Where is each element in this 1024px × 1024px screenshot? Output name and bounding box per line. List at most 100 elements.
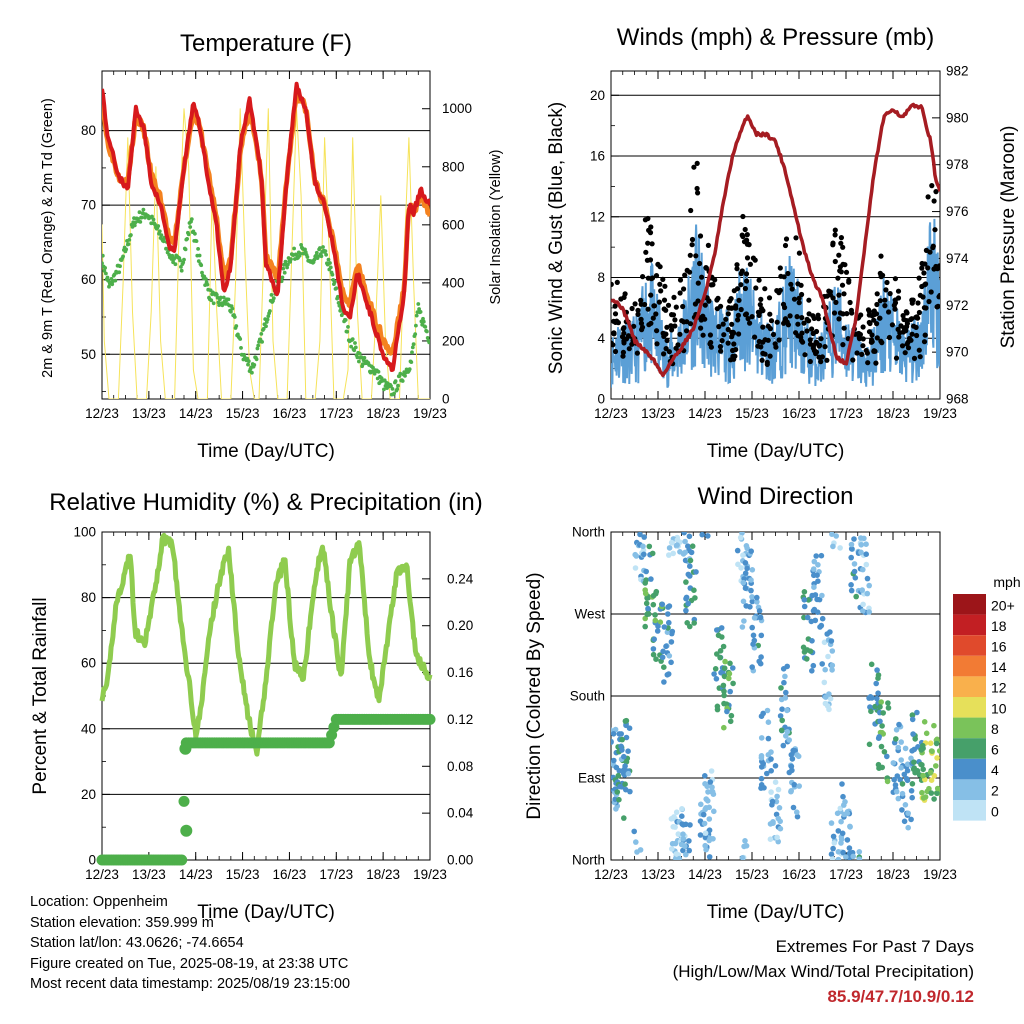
gust-point: [753, 285, 759, 291]
gust-point: [634, 350, 641, 356]
gust-point: [796, 250, 803, 256]
direction-point: [650, 651, 657, 658]
rh-ytick-label: 80: [81, 590, 96, 605]
direction-point: [720, 643, 727, 650]
gust-point: [727, 298, 733, 304]
wind-title: Winds (mph) & Pressure (mb): [617, 24, 934, 51]
gust-point: [650, 315, 656, 321]
direction-point: [835, 849, 842, 855]
direction-point: [724, 708, 730, 715]
direction-point: [909, 716, 916, 723]
gust-point: [694, 160, 700, 166]
gust-point: [806, 318, 812, 324]
wind-xtick-label: 14/23: [688, 406, 722, 421]
gust-point: [762, 351, 768, 357]
wind-y2tick-label: 972: [946, 298, 969, 313]
direction-point: [838, 840, 844, 846]
direction-point: [837, 545, 843, 551]
direction-point: [653, 588, 660, 595]
rh-xtick-label: 15/23: [226, 867, 260, 882]
gust-point: [738, 282, 744, 288]
gust-point: [896, 334, 902, 340]
direction-point: [707, 835, 713, 842]
gust-point: [913, 324, 919, 330]
gust-point: [620, 353, 626, 359]
wind-xtick-label: 15/23: [735, 406, 769, 421]
direction-point: [850, 853, 856, 860]
wind-y2tick-label: 982: [946, 64, 969, 79]
direction-point: [721, 688, 727, 695]
direction-point: [758, 775, 765, 782]
direction-point: [623, 734, 630, 741]
dewpoint-point: [353, 345, 358, 350]
direction-point: [777, 713, 784, 719]
direction-point: [691, 620, 697, 626]
direction-point: [679, 821, 685, 827]
dewpoint-point: [170, 253, 175, 258]
gust-point: [700, 332, 706, 338]
gust-point: [729, 329, 735, 335]
direction-point: [877, 704, 883, 710]
direction-point: [699, 532, 705, 538]
speed-legend-label: 18: [991, 618, 1007, 634]
gust-point: [774, 319, 780, 325]
wind-xlabel: Time (Day/UTC): [707, 441, 845, 462]
gust-point: [846, 277, 852, 283]
direction-point: [754, 594, 760, 601]
direction-point: [774, 834, 780, 841]
direction-point: [829, 662, 836, 669]
dewpoint-point: [103, 266, 107, 270]
temp-ylabel: 2m & 9m T (Red, Orange) & 2m Td (Green): [40, 98, 56, 378]
rh-y2tick-label: 0.04: [447, 806, 474, 821]
gust-point: [653, 311, 659, 317]
dewpoint-point: [411, 342, 416, 347]
direction-point: [661, 664, 667, 670]
dewpoint-point: [283, 259, 288, 264]
dewpoint-point: [211, 301, 216, 306]
direction-point: [851, 536, 857, 542]
direction-point: [899, 781, 906, 787]
dewpoint-point: [416, 302, 421, 306]
gust-point: [922, 332, 928, 338]
rh-xtick-label: 14/23: [179, 867, 213, 882]
direction-point: [721, 724, 727, 731]
dewpoint-point: [414, 313, 419, 318]
direction-point: [642, 587, 648, 593]
direction-point: [706, 816, 713, 822]
dewpoint-point: [126, 242, 131, 247]
dewpoint-point: [137, 210, 142, 215]
dewpoint-point: [118, 264, 122, 269]
dewpoint-point: [335, 294, 340, 299]
direction-point: [909, 781, 916, 787]
dewpoint-point: [395, 387, 400, 391]
gust-point: [677, 277, 684, 283]
direction-point: [830, 543, 836, 550]
direction-point: [679, 806, 685, 812]
dewpoint-point: [421, 319, 426, 324]
dewpoint-point: [173, 262, 178, 267]
gust-point: [785, 322, 792, 328]
direction-point: [643, 600, 650, 607]
wind-ytick-label: 16: [590, 149, 605, 164]
direction-point: [683, 579, 689, 585]
gust-point: [656, 299, 663, 305]
gust-point: [816, 354, 822, 360]
direction-point: [879, 764, 885, 771]
direction-point: [848, 554, 854, 561]
gust-point: [883, 287, 889, 293]
gust-point: [869, 337, 875, 343]
direction-point: [830, 845, 836, 852]
gust-point: [677, 290, 683, 296]
direction-point: [868, 661, 875, 668]
gust-point: [840, 342, 846, 348]
rh-y2tick-label: 0.20: [447, 618, 473, 633]
speed-legend-label: 16: [991, 639, 1007, 655]
gust-point: [770, 331, 777, 338]
speed-legend-swatch: [953, 738, 986, 759]
direction-point: [899, 790, 906, 797]
precip-point: [180, 824, 193, 837]
speed-legend-label: 12: [991, 680, 1007, 696]
gust-point: [905, 339, 911, 345]
gust-point: [926, 298, 932, 305]
gust-point: [681, 286, 687, 292]
